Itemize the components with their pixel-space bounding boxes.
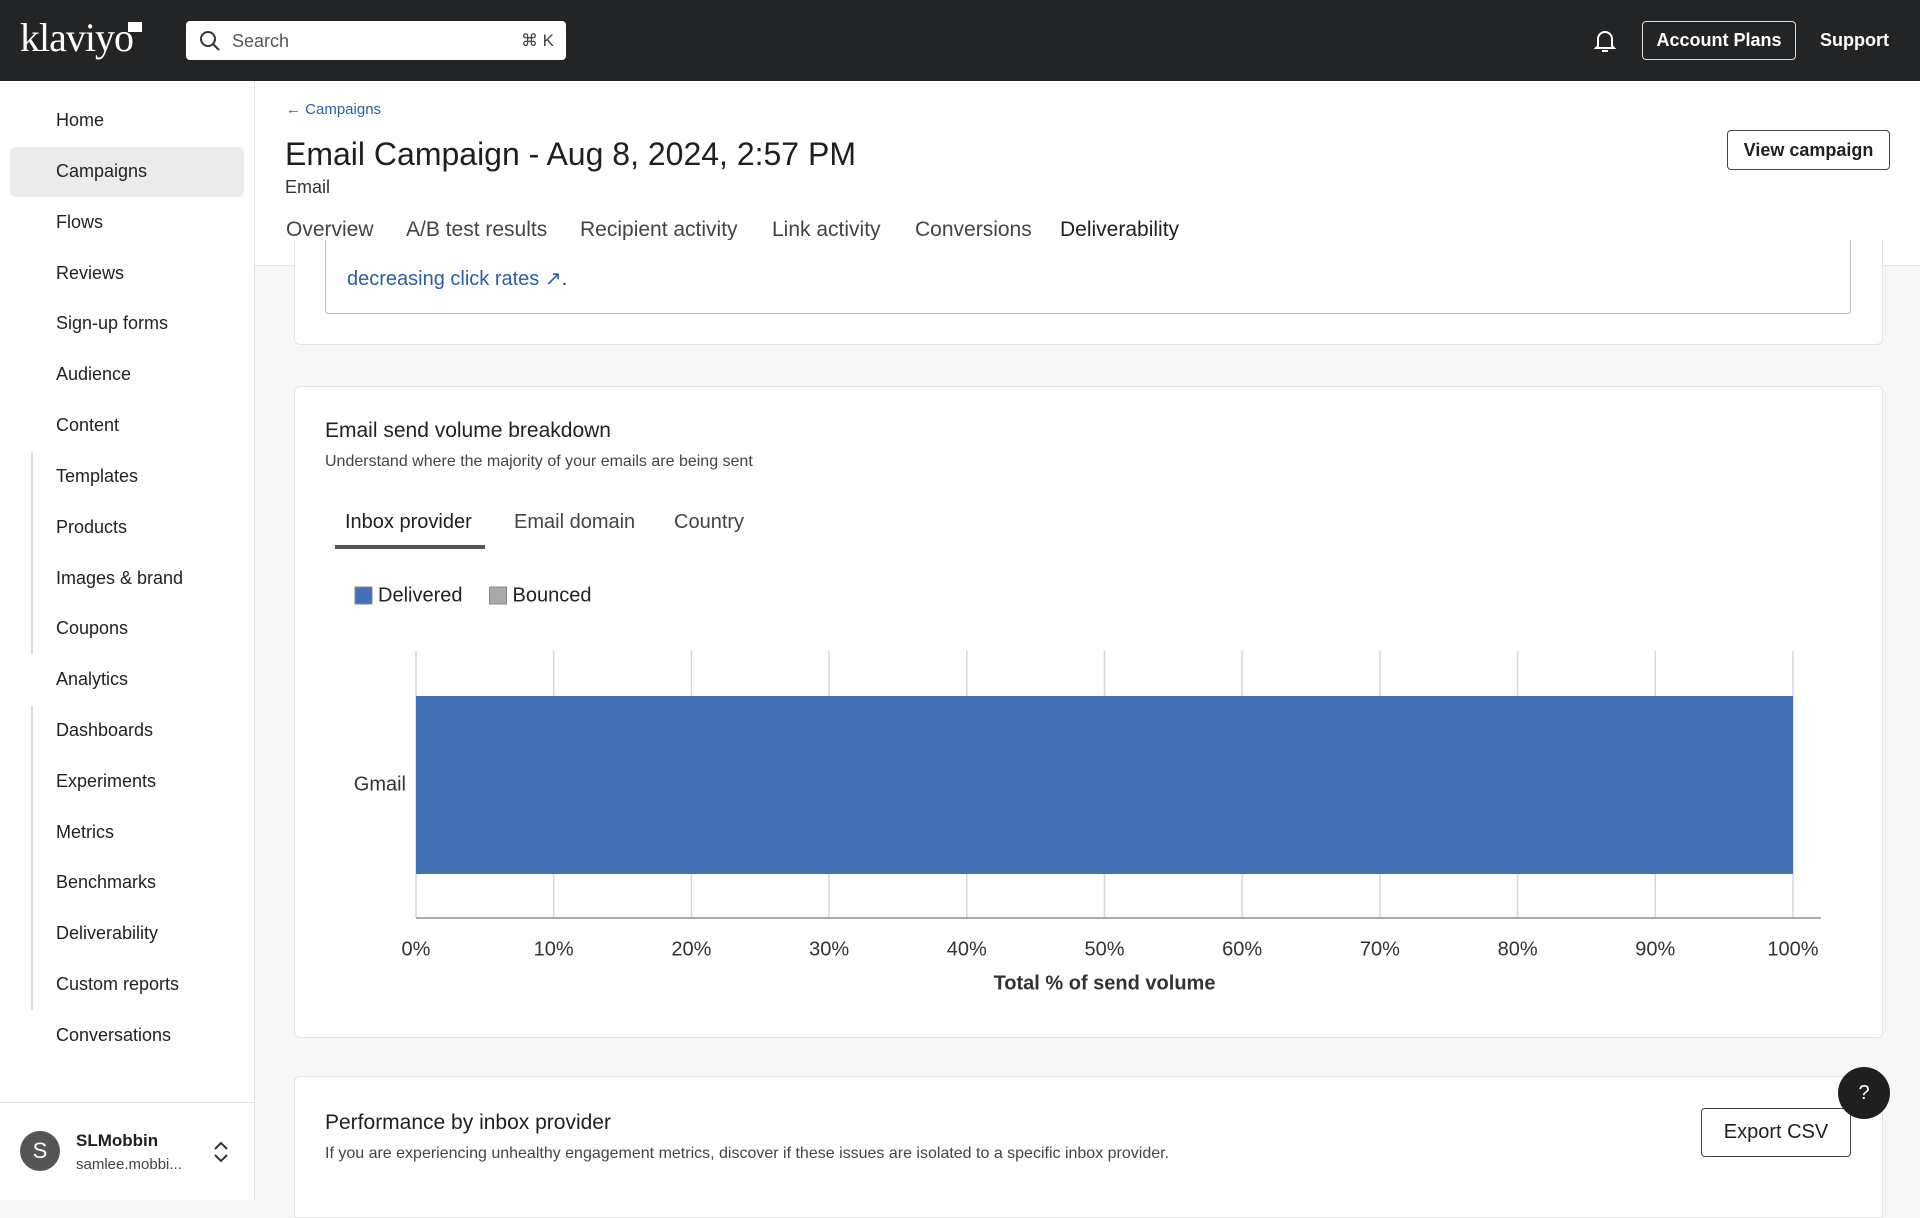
logo-flag	[128, 22, 142, 32]
nav-item[interactable]: Sign-up forms	[56, 313, 169, 334]
nav-item[interactable]: Audience	[56, 364, 132, 385]
subnav-line	[31, 706, 33, 1011]
tab[interactable]: Email domain	[514, 511, 636, 533]
tab[interactable]: Conversions	[915, 218, 1032, 241]
page-title: Email Campaign - Aug 8, 2024, 2:57 PM	[285, 136, 856, 172]
support-link[interactable]: Support	[1820, 30, 1889, 50]
nav-item[interactable]: Analytics	[56, 669, 129, 690]
breadcrumb-text: Campaigns	[305, 101, 382, 118]
tip-link[interactable]: decreasing click rates	[347, 268, 540, 290]
account-plans-button[interactable]: Account Plans	[1642, 21, 1796, 60]
nav-item[interactable]: Benchmarks	[56, 872, 157, 893]
nav-item[interactable]: Deliverability	[56, 923, 159, 944]
search-box[interactable]: Search ⌘ K	[186, 21, 566, 60]
active-bg	[10, 147, 244, 198]
logo[interactable]: klaviyo	[20, 15, 134, 60]
nav-item[interactable]: Products	[56, 516, 128, 537]
nav-item[interactable]: Flows	[56, 211, 104, 232]
nav-item[interactable]: Campaigns	[56, 161, 148, 182]
nav-item[interactable]: Content	[56, 415, 120, 436]
search-shortcut: ⌘ K	[520, 31, 554, 50]
tab[interactable]: A/B test results	[406, 218, 548, 241]
card-title: Performance by inbox provider	[325, 1111, 611, 1134]
tab-underline	[335, 545, 485, 549]
breadcrumb[interactable]: ← Campaigns	[286, 101, 382, 118]
performance-card: Performance by inbox provider If you are…	[294, 1076, 1883, 1218]
tab[interactable]: Recipient activity	[580, 218, 738, 241]
bell-icon[interactable]	[1594, 29, 1616, 53]
nav-item[interactable]: Images & brand	[56, 567, 184, 588]
tip-period: .	[561, 268, 568, 290]
nav-item[interactable]: Metrics	[56, 821, 114, 842]
subnav-line	[31, 451, 33, 655]
user-menu-chevron[interactable]	[210, 1139, 232, 1165]
tip-card: decreasing click rates ↗.	[294, 240, 1883, 345]
search-placeholder: Search	[232, 31, 290, 51]
card-title: Email send volume breakdown	[325, 419, 611, 442]
page-header: ← Campaigns Email Campaign - Aug 8, 2024…	[255, 81, 1920, 266]
user-email: samlee.mobbi...	[76, 1156, 182, 1173]
breakdown-card: Email send volume breakdown Understand w…	[294, 386, 1883, 1038]
tab[interactable]: Country	[674, 511, 745, 533]
nav-item[interactable]: Conversations	[56, 1024, 172, 1045]
user-divider	[0, 1102, 254, 1103]
nav-item[interactable]: Home	[56, 110, 105, 131]
page-subtitle: Email	[285, 177, 331, 197]
nav-item[interactable]: Reviews	[56, 262, 125, 283]
tab[interactable]: Overview	[286, 218, 374, 241]
nav-item[interactable]: Custom reports	[56, 974, 180, 995]
top-bar: klaviyo Search ⌘ K Account Plans Support	[0, 0, 1920, 81]
tab[interactable]: Deliverability	[1060, 218, 1180, 241]
nav-item[interactable]: Dashboards	[56, 720, 154, 741]
sidebar: Home Campaigns Flows Reviews Sign-up forms Au…	[0, 81, 255, 1200]
view-campaign-button[interactable]: View campaign	[1727, 130, 1890, 170]
tab[interactable]: Inbox provider	[345, 511, 472, 533]
nav-item[interactable]: Templates	[56, 465, 139, 486]
tab[interactable]: Link activity	[772, 218, 881, 241]
export-csv-button[interactable]: Export CSV	[1701, 1108, 1851, 1157]
tip-box: decreasing click rates ↗.	[325, 240, 1851, 314]
nav-item[interactable]: Coupons	[56, 618, 129, 639]
nav-item[interactable]: Experiments	[56, 770, 157, 791]
avatar: S	[20, 1131, 60, 1171]
user-name: SLMobbin	[76, 1131, 159, 1150]
search-icon	[200, 31, 220, 51]
card-subtitle: If you are experiencing unhealthy engage…	[325, 1145, 1170, 1162]
help-button[interactable]: ?	[1838, 1067, 1890, 1119]
card-subtitle: Understand where the majority of your em…	[325, 453, 753, 470]
tip-text: decreasing click rates ↗.	[347, 268, 568, 290]
